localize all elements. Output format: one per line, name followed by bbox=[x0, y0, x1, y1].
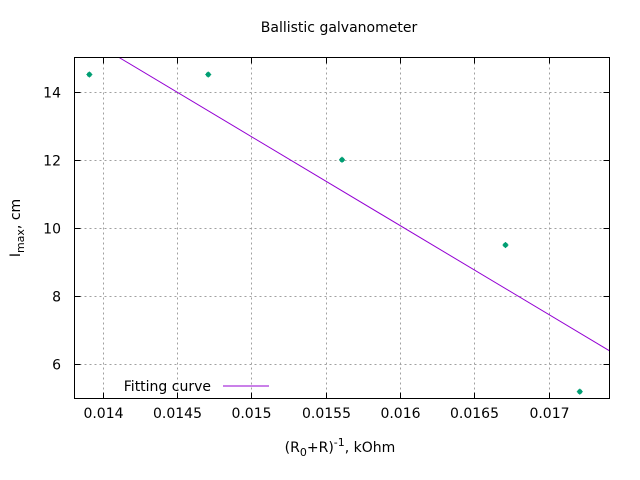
x-axis-label-sub: 0 bbox=[300, 446, 307, 459]
x-axis-label: (R0+R)-1, kOhm bbox=[285, 436, 396, 459]
y-tick-label: 6 bbox=[52, 358, 61, 374]
legend: Fitting curve bbox=[124, 379, 269, 395]
axis-ticks: 0.014 0.0145 0.015 0.0155 0.016 0.0165 0.017 6 8… bbox=[43, 57, 610, 422]
x-axis-label-main: (R bbox=[285, 440, 300, 456]
data-point bbox=[339, 156, 345, 163]
legend-label: Fitting curve bbox=[124, 379, 211, 395]
x-axis-label-plus: +R) bbox=[307, 440, 334, 456]
x-tick-label: 0.014 bbox=[83, 406, 123, 422]
y-tick-label: 14 bbox=[43, 86, 61, 102]
data-point bbox=[576, 388, 583, 395]
x-tick-label: 0.0145 bbox=[153, 406, 202, 422]
fit-line bbox=[118, 57, 610, 352]
chart-title: Ballistic galvanometer bbox=[261, 20, 418, 36]
y-axis-label: Imax, cm bbox=[8, 199, 27, 257]
y-axis-label-unit: , cm bbox=[8, 199, 24, 229]
x-tick-label: 0.017 bbox=[529, 406, 569, 422]
x-tick-label: 0.0155 bbox=[302, 406, 351, 422]
data-point bbox=[502, 242, 509, 249]
x-tick-label: 0.0165 bbox=[450, 406, 499, 422]
data-point bbox=[205, 71, 212, 78]
x-axis-label-unit: , kOhm bbox=[345, 440, 396, 456]
y-tick-label: 12 bbox=[43, 154, 61, 170]
data-point bbox=[86, 71, 93, 78]
plot-series bbox=[86, 57, 610, 395]
x-axis-label-sup: -1 bbox=[334, 436, 345, 449]
y-tick-label: 10 bbox=[43, 222, 61, 238]
y-axis-label-main: I bbox=[8, 253, 24, 257]
x-tick-label: 0.015 bbox=[231, 406, 271, 422]
y-tick-label: 8 bbox=[52, 290, 61, 306]
x-tick-label: 0.016 bbox=[380, 406, 420, 422]
y-axis-label-sub: max bbox=[14, 229, 27, 253]
grid-lines bbox=[74, 57, 610, 399]
